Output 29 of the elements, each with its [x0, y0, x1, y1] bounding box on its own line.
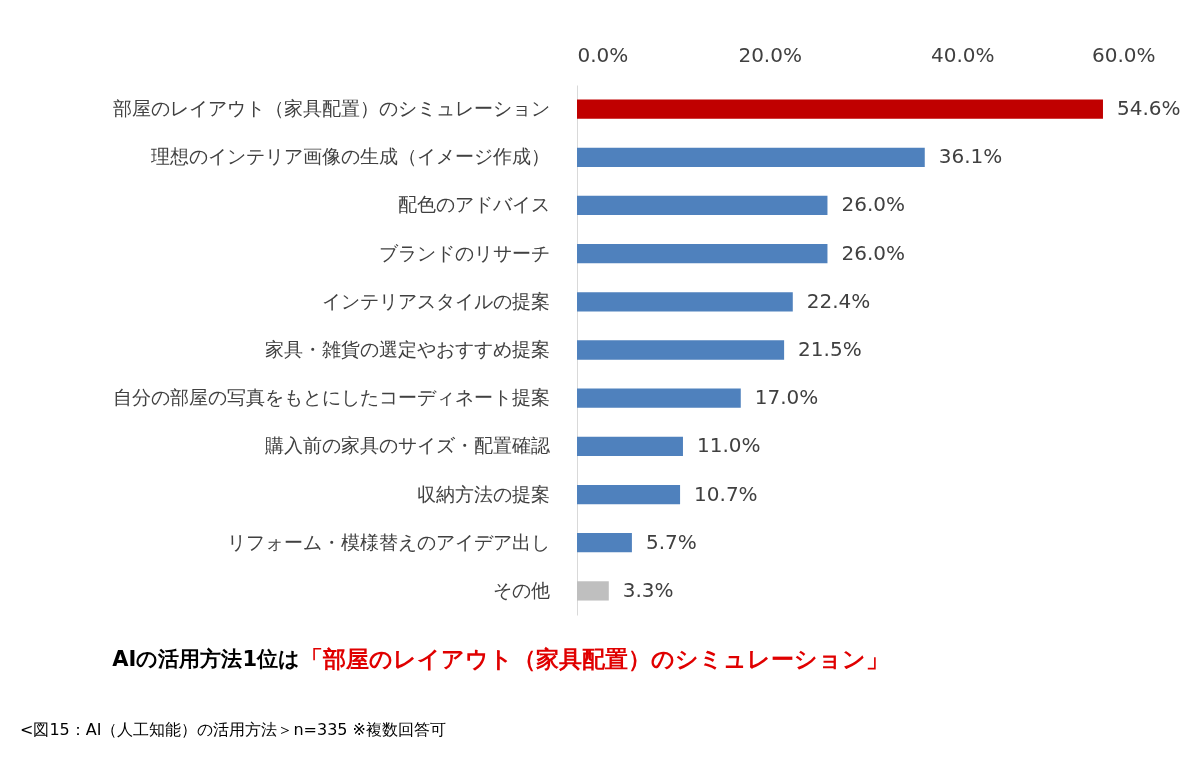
x-tick-label: 20.0% — [738, 42, 802, 67]
data-label: 26.0% — [841, 192, 906, 217]
y-tick-label: その他 — [492, 578, 550, 601]
y-tick-label: 購入前の家具のサイズ・配置確認 — [264, 434, 550, 457]
data-label: 10.7% — [694, 481, 758, 506]
data-label: 54.6% — [1116, 96, 1181, 121]
y-tick-label: インテリアスタイルの提案 — [321, 289, 550, 312]
data-label: 11.0% — [696, 433, 761, 458]
x-tick-label: 40.0% — [931, 42, 995, 67]
data-label: 3.3% — [622, 577, 674, 602]
y-tick-label: 配色のアドバイス — [397, 193, 550, 216]
y-tick-label: 収納方法の提案 — [416, 482, 550, 505]
y-tick-label: 理想のインテリア画像の生成（イメージ作成） — [150, 145, 550, 168]
data-label: 5.7% — [645, 529, 697, 554]
data-label: 17.0% — [754, 385, 819, 410]
y-tick-label: ブランドのリサーチ — [378, 241, 550, 264]
text: <図15：AI（人工知能）の活用方法＞n=335 ※複数回答可 — [20, 720, 447, 739]
data-label: 36.1% — [938, 144, 1003, 169]
y-tick-label: 家具・雑貨の選定やおすすめ提案 — [264, 338, 550, 360]
x-tick-label: 0.0% — [577, 42, 629, 67]
y-tick-label: 自分の部屋の写真をもとにしたコーディネート提案 — [112, 386, 550, 409]
data-label: 21.5% — [798, 337, 862, 361]
x-tick-label: 60.0% — [1091, 42, 1156, 67]
y-tick-label: リフォーム・模様替えのアイデア出し — [226, 530, 550, 553]
y-tick-label: 部屋のレイアウト（家具配置）のシミュレーション — [112, 97, 550, 120]
text: AIの活用方法1位は — [112, 647, 300, 671]
text: 「部屋のレイアウト（家具配置）のシミュレーション」 — [300, 646, 889, 672]
data-label: 26.0% — [841, 240, 906, 265]
data-label: 22.4% — [806, 288, 871, 313]
